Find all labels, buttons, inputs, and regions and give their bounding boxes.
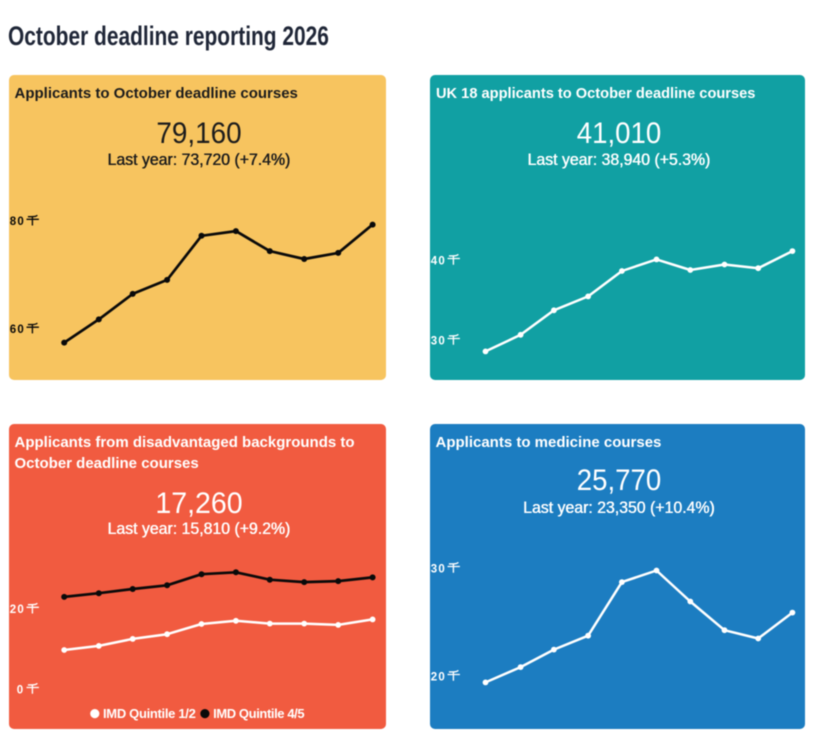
svg-text:30: 30	[431, 335, 445, 347]
svg-text:20: 20	[431, 671, 445, 683]
svg-text:0: 0	[17, 684, 23, 696]
svg-text:20: 20	[10, 604, 24, 616]
svg-text:40: 40	[431, 255, 445, 267]
svg-text:80: 80	[10, 216, 24, 228]
svg-text:IMD Quintile 4/5: IMD Quintile 4/5	[213, 706, 305, 721]
svg-text:IMD Quintile 1/2: IMD Quintile 1/2	[103, 706, 196, 721]
svg-text:60: 60	[10, 324, 24, 336]
svg-text:30: 30	[431, 563, 445, 575]
